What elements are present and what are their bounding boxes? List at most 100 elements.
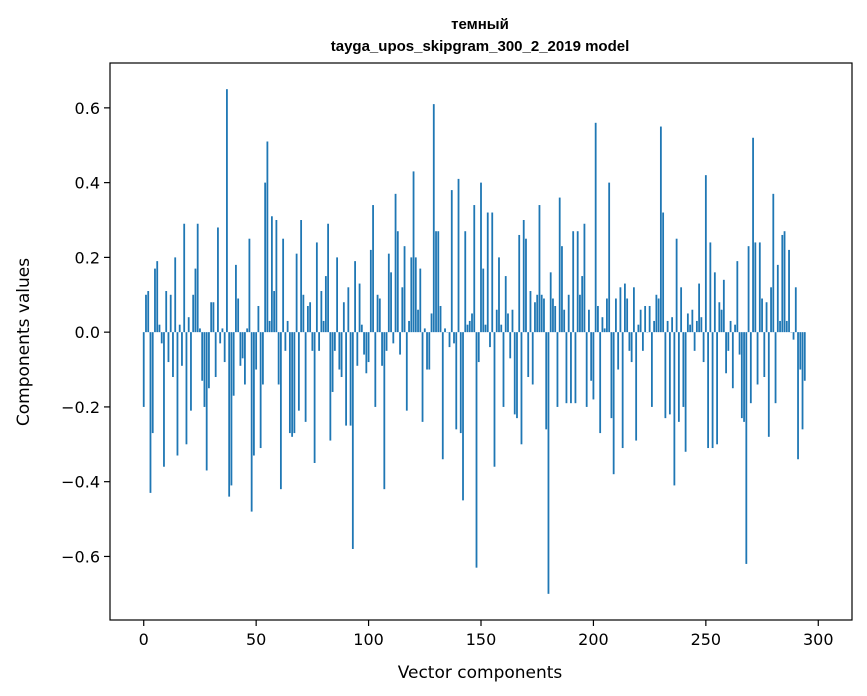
bar <box>684 332 687 452</box>
bar <box>491 212 494 333</box>
bar <box>797 332 799 460</box>
bar <box>664 332 667 419</box>
bar <box>441 332 444 460</box>
bar <box>729 320 732 333</box>
bar <box>608 182 611 333</box>
bar <box>731 332 734 389</box>
bar <box>275 220 278 333</box>
bar <box>174 257 177 333</box>
bar <box>419 268 422 333</box>
bar <box>392 332 395 344</box>
bar <box>601 317 604 333</box>
bar <box>464 231 467 333</box>
bar <box>432 104 435 333</box>
bar <box>417 309 419 333</box>
bar <box>315 242 318 333</box>
bar <box>637 324 640 333</box>
bar <box>644 305 647 333</box>
bar <box>345 332 347 426</box>
bar <box>297 332 300 411</box>
bar <box>549 272 552 333</box>
bar <box>360 324 363 333</box>
bar <box>190 332 192 411</box>
bar <box>749 332 752 404</box>
bar <box>547 332 550 594</box>
bar <box>468 320 471 333</box>
bar <box>462 332 464 501</box>
bar <box>628 332 631 351</box>
bar <box>412 171 415 333</box>
bar <box>313 332 316 463</box>
bar <box>160 332 163 344</box>
bar <box>257 305 260 333</box>
bar <box>727 332 730 351</box>
bar <box>338 332 341 370</box>
bar <box>581 276 584 333</box>
bar <box>691 309 694 333</box>
bar <box>693 332 696 351</box>
bar <box>673 332 676 486</box>
bar <box>484 324 487 333</box>
bar <box>752 137 754 333</box>
bar <box>801 332 804 430</box>
bar <box>241 332 244 359</box>
bar <box>363 332 365 355</box>
bar <box>621 332 624 449</box>
bar <box>228 332 231 497</box>
bar <box>300 220 303 333</box>
bar <box>145 294 147 333</box>
bar <box>552 298 554 333</box>
bar <box>653 320 656 333</box>
bar <box>486 212 489 333</box>
bar <box>599 332 602 434</box>
bar <box>372 205 374 333</box>
bar <box>720 309 723 333</box>
bar <box>779 320 781 333</box>
bar <box>556 332 559 407</box>
bar <box>426 332 428 370</box>
bar <box>401 287 404 333</box>
bar <box>158 324 161 333</box>
bar <box>444 328 446 333</box>
x-tick-label: 100 <box>353 630 384 649</box>
bar <box>588 309 590 333</box>
y-axis-label: Components values <box>14 258 34 426</box>
bar <box>493 332 496 467</box>
bar <box>387 253 390 333</box>
bar <box>192 294 195 333</box>
bar <box>700 317 703 333</box>
bar <box>561 246 563 333</box>
bar <box>324 276 327 333</box>
x-tick-label: 150 <box>466 630 497 649</box>
bar <box>279 332 282 490</box>
bar <box>302 294 305 333</box>
bar <box>489 332 491 348</box>
x-tick-label: 250 <box>691 630 722 649</box>
bar <box>327 223 329 333</box>
bar <box>711 332 714 449</box>
bar <box>385 332 388 351</box>
bar <box>799 332 802 370</box>
x-tick-label: 0 <box>139 630 149 649</box>
bar <box>792 332 795 340</box>
bar <box>471 313 473 333</box>
bar <box>725 332 727 374</box>
bar <box>237 298 240 333</box>
bar <box>448 332 451 348</box>
bar <box>273 291 276 333</box>
bar <box>617 332 620 370</box>
bar <box>498 257 500 333</box>
bar <box>783 231 786 333</box>
bar <box>376 294 379 333</box>
bar <box>246 328 249 333</box>
bar <box>554 305 557 333</box>
bar <box>221 328 224 333</box>
bar <box>282 238 285 333</box>
bar <box>437 231 440 333</box>
bar <box>590 332 593 381</box>
bar <box>354 261 356 333</box>
bar <box>477 332 480 363</box>
y-tick-label: −0.2 <box>61 398 100 417</box>
bar <box>606 298 608 333</box>
